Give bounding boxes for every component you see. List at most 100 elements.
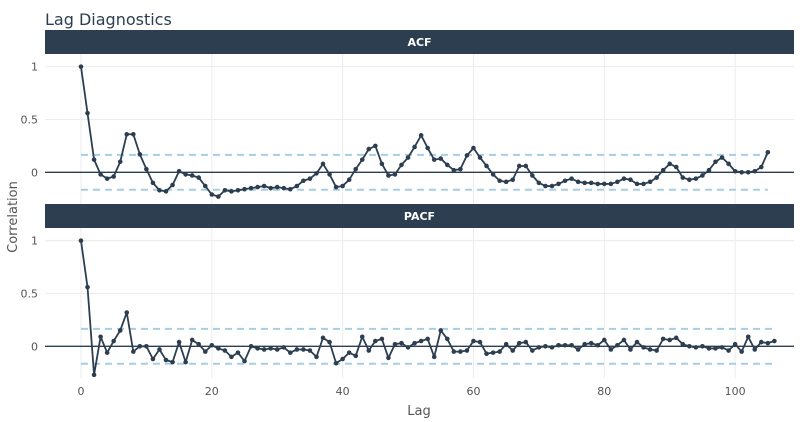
- data-point: [104, 176, 110, 181]
- data-point: [157, 187, 162, 193]
- data-point: [425, 336, 430, 342]
- data-point: [353, 353, 359, 359]
- data-point: [327, 339, 332, 345]
- data-point: [471, 145, 476, 151]
- data-point: [242, 186, 247, 192]
- data-point: [530, 173, 535, 178]
- data-point: [307, 176, 313, 181]
- data-point: [235, 187, 241, 193]
- data-point: [124, 131, 130, 137]
- data-point: [209, 192, 215, 197]
- data-point: [490, 350, 496, 355]
- data-point: [268, 185, 273, 191]
- data-point: [431, 157, 437, 162]
- data-point: [104, 350, 110, 355]
- data-point: [209, 342, 215, 348]
- data-point: [687, 177, 692, 182]
- data-point: [189, 173, 195, 178]
- data-point: [673, 335, 679, 341]
- data-point: [700, 173, 705, 178]
- data-point: [608, 347, 614, 352]
- data-point: [523, 163, 529, 169]
- data-point: [477, 155, 483, 160]
- data-point: [373, 143, 378, 149]
- data-point: [445, 336, 450, 342]
- data-point: [758, 164, 764, 170]
- data-point: [765, 340, 771, 346]
- data-point: [706, 167, 712, 173]
- data-point: [183, 359, 188, 365]
- data-point: [111, 174, 116, 179]
- data-point: [621, 176, 627, 181]
- x-tick-label: 40: [336, 385, 350, 398]
- data-point: [294, 347, 300, 352]
- x-tick-label: 100: [725, 385, 746, 398]
- data-point: [85, 284, 90, 290]
- data-point: [549, 183, 555, 189]
- data-point: [98, 334, 103, 340]
- data-point: [314, 354, 319, 360]
- data-point: [137, 152, 143, 157]
- data-point: [530, 348, 535, 353]
- data-point: [556, 342, 561, 348]
- data-point: [320, 335, 326, 341]
- data-point: [654, 175, 659, 180]
- data-point: [510, 348, 516, 353]
- data-point: [359, 157, 365, 162]
- data-point: [647, 347, 653, 352]
- data-point: [392, 172, 398, 177]
- data-point: [660, 167, 666, 173]
- data-point: [471, 338, 476, 344]
- data-point: [150, 356, 156, 362]
- data-point: [412, 144, 417, 150]
- data-point: [497, 178, 502, 184]
- data-point: [739, 349, 744, 354]
- data-point: [117, 328, 123, 333]
- data-point: [379, 336, 385, 342]
- data-point: [288, 186, 293, 192]
- data-point: [248, 344, 254, 349]
- x-axis-title: Lag: [407, 404, 430, 419]
- data-point: [484, 351, 489, 357]
- data-point: [732, 168, 738, 174]
- data-point: [628, 177, 633, 182]
- data-point: [523, 339, 529, 345]
- data-point: [268, 346, 273, 351]
- data-point: [301, 178, 306, 184]
- data-point: [575, 347, 581, 352]
- data-point: [497, 349, 502, 354]
- data-point: [588, 180, 594, 186]
- data-point: [91, 372, 97, 378]
- data-point: [516, 340, 522, 346]
- data-point: [144, 166, 149, 172]
- data-point: [726, 161, 731, 167]
- data-point: [588, 340, 594, 346]
- data-point: [556, 181, 561, 187]
- data-point: [346, 350, 352, 355]
- facet-strip: [45, 30, 794, 54]
- data-point: [229, 189, 234, 194]
- data-point: [673, 164, 679, 170]
- x-tick-label: 80: [597, 385, 611, 398]
- data-point: [150, 180, 156, 186]
- data-point: [255, 346, 260, 351]
- data-point: [366, 348, 372, 353]
- data-point: [621, 337, 627, 343]
- data-point: [281, 185, 287, 191]
- data-point: [615, 342, 620, 348]
- y-tick-label: 0.5: [21, 287, 39, 300]
- data-point: [157, 347, 162, 352]
- data-point: [366, 146, 372, 152]
- data-point: [464, 153, 470, 158]
- data-point: [202, 349, 208, 354]
- data-point: [569, 176, 574, 181]
- data-point: [359, 334, 365, 340]
- data-point: [634, 339, 640, 345]
- data-point: [667, 337, 673, 343]
- data-point: [418, 338, 424, 344]
- data-point: [752, 347, 758, 352]
- data-point: [124, 310, 130, 315]
- data-point: [117, 159, 123, 165]
- data-point: [503, 341, 509, 347]
- data-point: [562, 178, 568, 184]
